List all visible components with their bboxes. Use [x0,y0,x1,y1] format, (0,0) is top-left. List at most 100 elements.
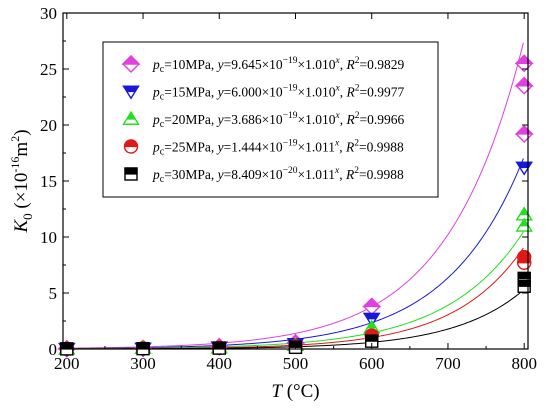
legend-label-3: pc=20MPa, y=3.686×10−19×1.010x, R2=0.996… [152,111,405,130]
legend-label-4-part-12: =0.9988 [359,140,404,155]
legend-label-3-part-9: , [340,112,347,127]
legend-label-4-part-10: R [345,140,355,155]
legend-marker-4 [123,139,139,154]
legend-label-1-part-2: c [160,64,165,75]
marker-s5-p5 [365,334,379,348]
legend-label-3-part-12: =0.9966 [360,112,405,127]
legend-label-5-part-7: ×1.011 [298,167,336,182]
legend-label-4-part-9: , [339,140,346,155]
x-tick-label-200: 200 [54,354,80,373]
legend-label-5-part-8: x [334,166,340,176]
x-axis-title: T (°C) [271,381,319,402]
marker-s1-p5 [362,297,382,316]
legend-label-5-part-5: =8.409×10 [224,167,283,182]
legend-label-2-part-2: c [160,92,165,103]
legend-label-3-part-8: x [335,111,341,121]
legend-label-2-part-11: 2 [355,84,360,94]
y-tick-label-5: 5 [49,284,58,303]
legend-label-4-part-4: y [216,140,224,155]
legend-label-1: pc=10MPa, y=9.645×10−19×1.010x, R2=0.982… [152,56,405,75]
x-tick-label-500: 500 [283,354,309,373]
legend-label-2-part-1: p [152,85,160,100]
legend-label-3-part-7: ×1.010 [298,112,336,127]
legend-label-3-part-11: 2 [355,111,360,121]
legend-label-2-part-5: =6.000×10 [224,85,283,100]
legend-label-5-part-11: 2 [354,166,359,176]
legend-label-1-part-6: −19 [283,56,298,66]
x-title-unit: (°C) [282,381,320,402]
legend-label-5: pc=30MPa, y=8.409×10−20×1.011x, R2=0.998… [152,166,404,185]
x-tick-label-700: 700 [435,354,461,373]
legend-label-1-part-11: 2 [355,56,360,66]
legend-label-4-part-5: =1.444×10 [224,140,283,155]
legend-label-2-part-3: =15MPa, [164,85,217,100]
marker-s1-p7 [514,76,534,95]
axis-ticks: 200 300 400 500 600 700 800 0 5 10 15 20 25 30 [40,4,537,373]
legend-label-5-part-4: y [216,167,224,182]
legend-marker-5 [124,167,138,181]
y-tick-label-30: 30 [40,4,57,23]
legend-label-2-part-8: x [335,84,341,94]
legend-label-5-part-3: =30MPa, [164,167,217,182]
y-title-exp2: 2 [8,136,22,142]
legend-label-1-part-12: =0.9829 [360,57,405,72]
marker-s3-p7 [515,217,533,232]
marker-s2-p5 [362,312,381,327]
legend-marker-3 [122,110,140,125]
legend-label-3-part-3: =20MPa, [164,112,217,127]
x-axis-title-text: T (°C) [271,381,319,402]
legend-label-1-part-7: ×1.010 [298,57,336,72]
legend-label-4: pc=25MPa, y=1.444×10−19×1.011x, R2=0.998… [152,139,404,158]
legend-marker-2 [122,85,140,100]
y-tick-label-0: 0 [49,340,58,359]
legend-label-5-part-6: −20 [283,166,298,176]
y-axis-title-text: K0 (×10-16m2) [8,129,35,233]
legend: pc=10MPa, y=9.645×10−19×1.010x, R2=0.982… [102,41,439,198]
y-tick-label-25: 25 [40,60,57,79]
legend-label-3-part-2: c [160,119,165,130]
legend-label-1-part-3: =10MPa, [164,57,217,72]
y-title-unit: (×10 [11,173,32,214]
legend-label-3-part-1: p [152,112,160,127]
marker-s5-p7 [517,279,531,293]
legend-label-1-part-10: R [346,57,356,72]
legend-label-2-part-7: ×1.010 [298,85,336,100]
legend-label-2-part-12: =0.9977 [360,85,405,100]
y-tick-label-15: 15 [40,172,57,191]
y-title-exp: -16 [8,157,22,173]
legend-box [102,41,439,198]
legend-label-4-part-7: ×1.011 [298,140,336,155]
legend-label-5-part-1: p [152,167,160,182]
y-title-m: m [11,142,32,157]
legend-label-2: pc=15MPa, y=6.000×10−19×1.010x, R2=0.997… [152,84,405,103]
y-title-close: ) [11,129,32,135]
y-axis-title: K0 (×10-16m2) [8,129,35,233]
legend-label-1-part-4: y [216,57,224,72]
legend-label-2-part-4: y [216,85,224,100]
fit-curve-3 [63,231,524,349]
legend-label-5-part-12: =0.9988 [359,167,404,182]
legend-label-4-part-2: c [160,147,165,158]
marker-s4-p7 [516,255,532,270]
y-tick-label-10: 10 [40,228,57,247]
legend-label-1-part-9: , [340,57,347,72]
legend-label-4-part-1: p [152,140,160,155]
legend-label-4-part-11: 2 [354,139,359,149]
legend-label-3-part-5: =3.686×10 [224,112,283,127]
x-tick-label-600: 600 [359,354,385,373]
legend-label-3-part-6: −19 [283,111,298,121]
legend-label-1-part-1: p [152,57,160,72]
legend-label-2-part-10: R [346,85,356,100]
legend-label-2-part-9: , [340,85,347,100]
x-tick-label-300: 300 [130,354,156,373]
x-tick-label-400: 400 [207,354,233,373]
y-tick-label-20: 20 [40,116,57,135]
legend-label-1-part-5: =9.645×10 [224,57,283,72]
legend-label-1-part-8: x [335,56,341,66]
legend-label-5-part-2: c [160,174,165,185]
legend-label-4-part-6: −19 [283,139,298,149]
legend-label-3-part-4: y [216,112,224,127]
marker-s1-p8 [514,124,534,143]
legend-label-4-part-3: =25MPa, [164,140,217,155]
